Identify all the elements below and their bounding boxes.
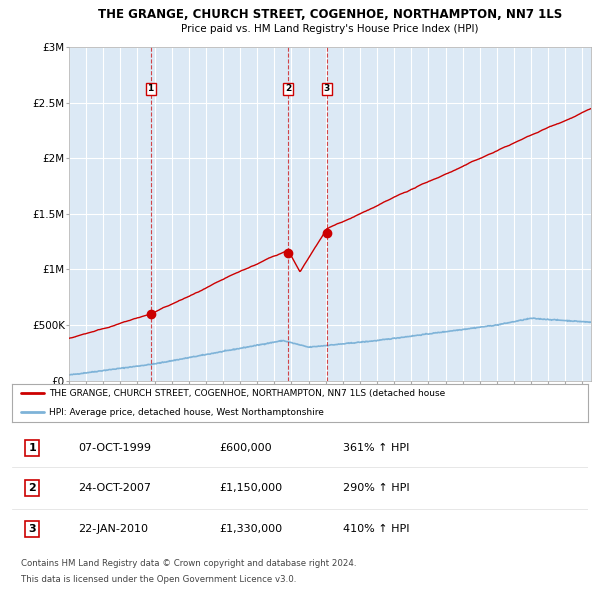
Text: 24-OCT-2007: 24-OCT-2007 (78, 483, 151, 493)
Text: 3: 3 (28, 524, 36, 534)
Text: 1: 1 (148, 84, 154, 93)
Text: 22-JAN-2010: 22-JAN-2010 (78, 524, 148, 534)
Text: 3: 3 (323, 84, 330, 93)
Text: 361% ↑ HPI: 361% ↑ HPI (343, 442, 410, 453)
Text: £1,150,000: £1,150,000 (220, 483, 283, 493)
Text: £600,000: £600,000 (220, 442, 272, 453)
Text: THE GRANGE, CHURCH STREET, COGENHOE, NORTHAMPTON, NN7 1LS (detached house: THE GRANGE, CHURCH STREET, COGENHOE, NOR… (49, 389, 446, 398)
Text: 1: 1 (28, 442, 36, 453)
Text: £1,330,000: £1,330,000 (220, 524, 283, 534)
Text: 410% ↑ HPI: 410% ↑ HPI (343, 524, 410, 534)
Text: This data is licensed under the Open Government Licence v3.0.: This data is licensed under the Open Gov… (20, 575, 296, 585)
Text: THE GRANGE, CHURCH STREET, COGENHOE, NORTHAMPTON, NN7 1LS: THE GRANGE, CHURCH STREET, COGENHOE, NOR… (98, 8, 562, 21)
Text: Contains HM Land Registry data © Crown copyright and database right 2024.: Contains HM Land Registry data © Crown c… (20, 559, 356, 568)
Text: 2: 2 (285, 84, 292, 93)
Text: 07-OCT-1999: 07-OCT-1999 (78, 442, 151, 453)
Text: HPI: Average price, detached house, West Northamptonshire: HPI: Average price, detached house, West… (49, 408, 325, 417)
Text: 290% ↑ HPI: 290% ↑ HPI (343, 483, 410, 493)
Text: Price paid vs. HM Land Registry's House Price Index (HPI): Price paid vs. HM Land Registry's House … (181, 25, 479, 34)
Text: 2: 2 (28, 483, 36, 493)
